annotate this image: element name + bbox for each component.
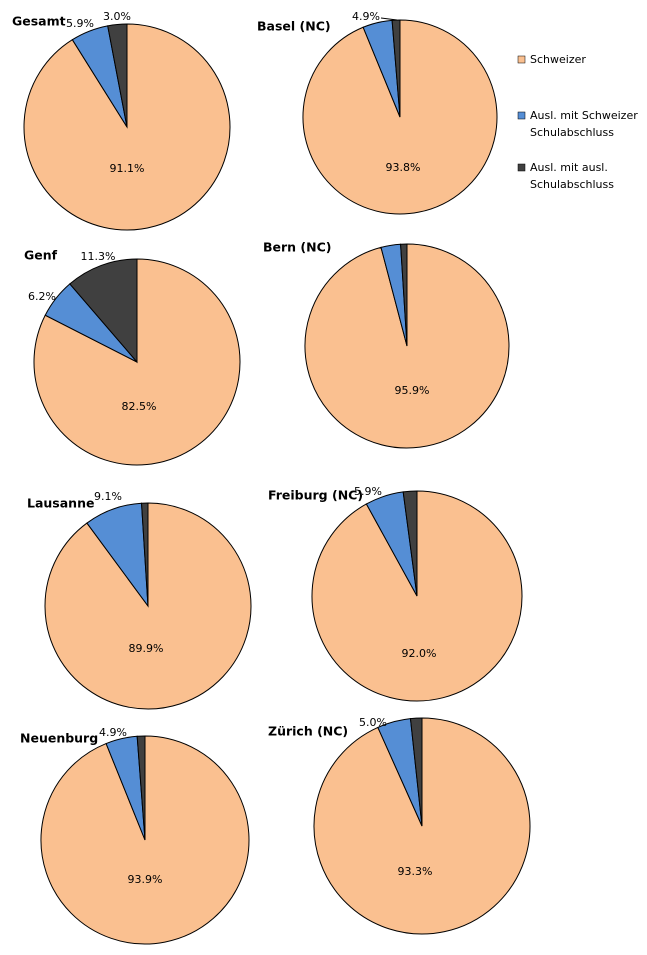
pie-slice xyxy=(141,502,149,607)
legend-swatch xyxy=(517,111,526,120)
data-label: 91.1% xyxy=(110,162,145,175)
data-label: 93.8% xyxy=(386,161,421,174)
chart-title: Neuenburg xyxy=(20,731,98,746)
data-label: 4.9% xyxy=(99,726,127,739)
leader-line xyxy=(380,17,398,21)
pie-slice xyxy=(409,717,423,827)
data-label: 92.0% xyxy=(402,647,437,660)
chart-title: Basel (NC) xyxy=(257,19,331,34)
data-label: 82.5% xyxy=(122,400,157,413)
legend-label: Schweizer xyxy=(530,53,586,66)
data-label: 3.0% xyxy=(103,10,131,23)
data-label: 95.9% xyxy=(395,384,430,397)
pie-slice xyxy=(69,258,138,364)
legend-swatch xyxy=(517,55,526,64)
legend-label: Ausl. mit Schweizer Schulabschluss xyxy=(530,109,638,139)
pie-slice xyxy=(136,735,146,841)
chart-title: Bern (NC) xyxy=(263,240,331,255)
data-label: 4.9% xyxy=(352,10,380,23)
data-label: 6.2% xyxy=(28,290,56,303)
legend-label: Ausl. mit ausl. Schulabschluss xyxy=(530,161,614,191)
data-label: 5.0% xyxy=(359,716,387,729)
pie-slice xyxy=(107,23,128,128)
data-label: 93.9% xyxy=(128,873,163,886)
legend-swatch xyxy=(517,163,526,172)
chart-title: Gesamt xyxy=(12,14,66,29)
data-label: 89.9% xyxy=(129,642,164,655)
chart-title: Zürich (NC) xyxy=(268,724,348,739)
data-label: 5.9% xyxy=(354,485,382,498)
pie-slice xyxy=(402,490,418,597)
data-label: 5.9% xyxy=(66,17,94,30)
data-label: 93.3% xyxy=(398,865,433,878)
chart-title: Freiburg (NC) xyxy=(268,488,363,503)
pie-slice xyxy=(400,243,408,347)
data-label: 9.1% xyxy=(94,490,122,503)
chart-title: Lausanne xyxy=(27,496,94,511)
data-label: 11.3% xyxy=(81,250,116,263)
chart-title: Genf xyxy=(24,248,58,263)
